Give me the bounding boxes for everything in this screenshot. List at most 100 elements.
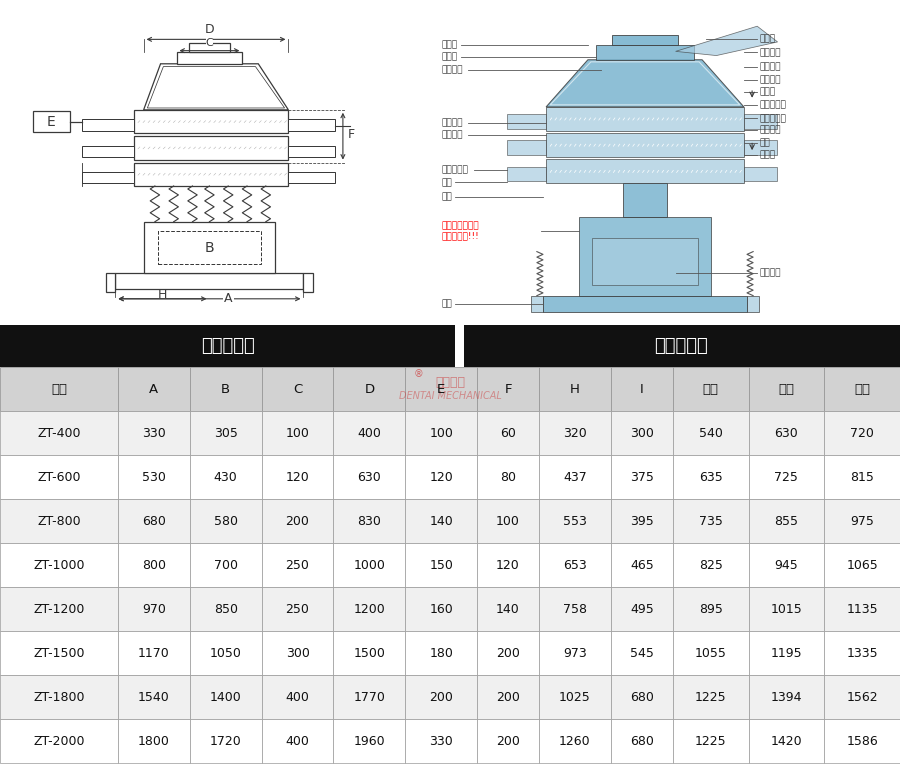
Text: 1540: 1540 bbox=[138, 690, 170, 704]
Text: A: A bbox=[149, 382, 158, 395]
Text: 锁外重锤板: 锁外重锤板 bbox=[760, 114, 786, 123]
Bar bbox=[333, 587, 405, 631]
Text: 压紧环: 压紧环 bbox=[441, 52, 457, 61]
Bar bbox=[824, 455, 900, 499]
Text: 825: 825 bbox=[698, 558, 723, 572]
Bar bbox=[333, 367, 405, 411]
Text: 580: 580 bbox=[213, 515, 238, 527]
Bar bbox=[546, 133, 744, 158]
Text: 120: 120 bbox=[429, 470, 453, 484]
Text: 180: 180 bbox=[429, 647, 453, 660]
Text: 815: 815 bbox=[850, 470, 874, 484]
Bar bbox=[190, 455, 262, 499]
Bar bbox=[673, 543, 749, 587]
Bar bbox=[596, 45, 694, 60]
Text: 上部重锤: 上部重锤 bbox=[760, 126, 780, 134]
Text: 545: 545 bbox=[630, 647, 653, 660]
Bar bbox=[673, 455, 749, 499]
Text: ®: ® bbox=[414, 369, 423, 379]
Text: 160: 160 bbox=[429, 603, 453, 615]
Bar bbox=[611, 675, 673, 719]
Bar bbox=[611, 587, 673, 631]
Bar bbox=[749, 367, 824, 411]
Text: 1400: 1400 bbox=[210, 690, 241, 704]
Bar bbox=[262, 587, 333, 631]
Bar bbox=[333, 543, 405, 587]
Text: 辅助筛网: 辅助筛网 bbox=[760, 48, 780, 57]
Text: H: H bbox=[158, 288, 167, 300]
Bar bbox=[134, 162, 288, 186]
Bar bbox=[262, 499, 333, 543]
Bar bbox=[405, 631, 477, 675]
Text: 320: 320 bbox=[563, 427, 587, 440]
Bar bbox=[288, 146, 336, 157]
Bar bbox=[158, 231, 261, 264]
Bar bbox=[190, 587, 262, 631]
Bar bbox=[106, 274, 115, 292]
Text: 850: 850 bbox=[213, 603, 238, 615]
Bar bbox=[190, 411, 262, 455]
Bar bbox=[118, 455, 190, 499]
Text: 945: 945 bbox=[775, 558, 798, 572]
Bar bbox=[118, 411, 190, 455]
Text: 100: 100 bbox=[496, 515, 520, 527]
Bar bbox=[744, 140, 777, 155]
Bar bbox=[333, 631, 405, 675]
Bar bbox=[333, 675, 405, 719]
Bar bbox=[673, 499, 749, 543]
Text: 680: 680 bbox=[630, 735, 653, 748]
Text: 中部框架: 中部框架 bbox=[441, 118, 463, 127]
Bar bbox=[190, 367, 262, 411]
Bar bbox=[189, 43, 230, 51]
Text: 200: 200 bbox=[496, 690, 520, 704]
Bar bbox=[0, 543, 118, 587]
Text: 1195: 1195 bbox=[770, 647, 802, 660]
Text: 筛网法兰: 筛网法兰 bbox=[760, 75, 780, 84]
Bar bbox=[405, 367, 477, 411]
Bar bbox=[134, 110, 288, 133]
Bar bbox=[539, 631, 611, 675]
Bar bbox=[611, 411, 673, 455]
Text: 弹簧: 弹簧 bbox=[441, 193, 452, 201]
Bar bbox=[749, 543, 824, 587]
Bar bbox=[288, 172, 336, 183]
Text: 540: 540 bbox=[698, 427, 723, 440]
Bar bbox=[115, 274, 303, 289]
Text: 运输用固定螺栛
试机时去描!!!: 运输用固定螺栛 试机时去描!!! bbox=[441, 221, 479, 240]
Text: C: C bbox=[205, 37, 213, 48]
Bar bbox=[190, 631, 262, 675]
Bar bbox=[118, 587, 190, 631]
Text: 1200: 1200 bbox=[354, 603, 385, 615]
Text: A: A bbox=[224, 292, 232, 305]
Bar bbox=[539, 367, 611, 411]
Text: 振体: 振体 bbox=[760, 138, 770, 147]
Text: 1394: 1394 bbox=[770, 690, 802, 704]
Bar bbox=[612, 34, 678, 45]
Bar bbox=[0, 675, 118, 719]
Text: B: B bbox=[204, 241, 214, 255]
Text: 975: 975 bbox=[850, 515, 874, 527]
Text: 830: 830 bbox=[357, 515, 382, 527]
Bar bbox=[405, 411, 477, 455]
Text: 1335: 1335 bbox=[846, 647, 878, 660]
Bar bbox=[82, 172, 134, 183]
Text: 330: 330 bbox=[142, 427, 166, 440]
Bar bbox=[611, 367, 673, 411]
Bar bbox=[333, 719, 405, 763]
Bar bbox=[144, 222, 275, 274]
Text: 80: 80 bbox=[500, 470, 516, 484]
Text: 一般结构图: 一般结构图 bbox=[654, 337, 708, 355]
Bar bbox=[539, 675, 611, 719]
Bar bbox=[82, 146, 134, 157]
Text: ZT-400: ZT-400 bbox=[37, 427, 81, 440]
Bar bbox=[824, 719, 900, 763]
Text: 680: 680 bbox=[142, 515, 166, 527]
Text: 球形清洁板: 球形清洁板 bbox=[760, 101, 786, 109]
Text: ZT-800: ZT-800 bbox=[37, 515, 81, 527]
Bar bbox=[262, 719, 333, 763]
Text: 电动机: 电动机 bbox=[760, 151, 776, 160]
Text: 100: 100 bbox=[429, 427, 453, 440]
Text: 1065: 1065 bbox=[846, 558, 878, 572]
Text: 140: 140 bbox=[429, 515, 453, 527]
Text: 120: 120 bbox=[496, 558, 520, 572]
